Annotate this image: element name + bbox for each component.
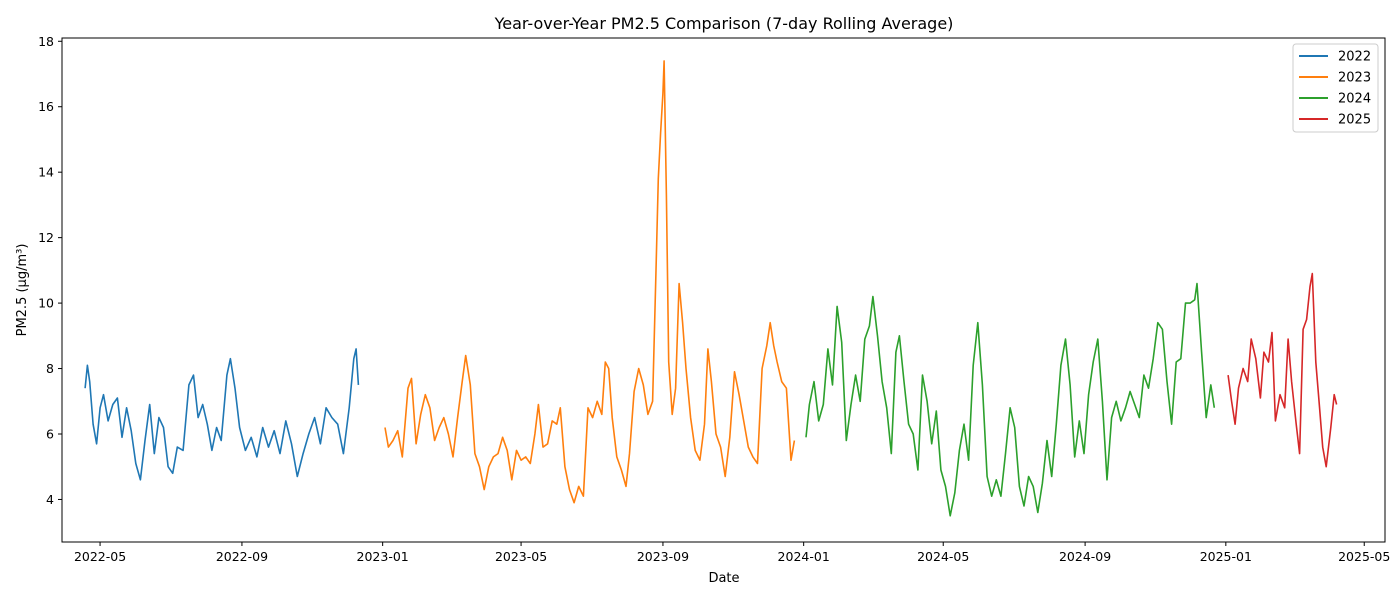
x-tick-label: 2024-09 (1059, 549, 1111, 564)
series-layer (84, 60, 1338, 517)
series-line-2024 (805, 282, 1216, 517)
legend-label-2023: 2023 (1338, 71, 1371, 86)
legend-label-2022: 2022 (1338, 50, 1371, 65)
x-tick-label: 2024-01 (778, 549, 830, 564)
legend-label-2025: 2025 (1338, 113, 1371, 128)
legend: 2022 2023 2024 2025 (1292, 43, 1379, 133)
y-tick-label: 6 (46, 427, 54, 442)
legend-label-2024: 2024 (1338, 92, 1371, 107)
series-line-2023 (384, 60, 796, 504)
chart-title: Year-over-Year PM2.5 Comparison (7-day R… (494, 14, 954, 33)
x-axis-label: Date (708, 571, 739, 586)
x-tick-label: 2023-01 (357, 549, 409, 564)
y-tick-label: 12 (38, 230, 54, 245)
axes-frame (61, 37, 1386, 543)
x-tick-label: 2025-05 (1338, 549, 1390, 564)
y-tick-label: 16 (38, 99, 54, 114)
plot-area (61, 37, 1386, 543)
y-tick-label: 14 (38, 165, 54, 180)
y-tick-label: 10 (38, 296, 54, 311)
series-line-2022 (84, 348, 360, 481)
x-tick-label: 2022-05 (74, 549, 126, 564)
y-axis-label: PM2.5 (µg/m³) (15, 244, 30, 337)
y-tick-label: 8 (46, 361, 54, 376)
x-tick-label: 2023-09 (637, 549, 689, 564)
y-axis: 4 6 8 10 12 14 16 18 (38, 34, 62, 507)
y-tick-label: 18 (38, 34, 54, 49)
x-tick-label: 2022-09 (216, 549, 268, 564)
x-tick-label: 2025-01 (1200, 549, 1252, 564)
y-tick-label: 4 (46, 492, 54, 507)
x-tick-label: 2024-05 (917, 549, 969, 564)
legend-box (1292, 43, 1379, 133)
x-tick-label: 2023-05 (495, 549, 547, 564)
series-line-2025 (1227, 272, 1338, 468)
x-axis: 2022-05 2022-09 2023-01 2023-05 2023-09 2024-… (74, 542, 1390, 564)
